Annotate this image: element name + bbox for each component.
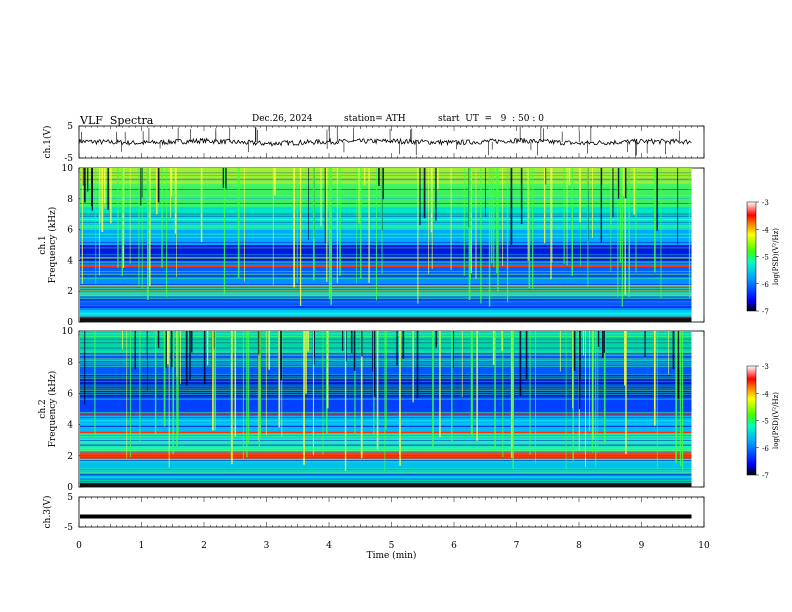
colorbar-tick-label: -4 — [762, 226, 769, 234]
ch2-spectrogram-ylabel-line: Frequency (kHz) — [47, 371, 58, 448]
ch2-spectrogram-ytick-label: 8 — [67, 358, 73, 368]
ch3-voltage-xtick-label: 1 — [139, 541, 145, 551]
ch2-spectrogram-heatmap — [80, 331, 704, 487]
ch1-voltage-ytick-label: -5 — [64, 154, 73, 164]
ch1-spectrogram-empty-tail — [691, 168, 704, 322]
ch1-spectrogram-band — [80, 285, 692, 296]
ch3-voltage-xtick-label: 9 — [639, 541, 645, 551]
colorbar-tick-label: -4 — [762, 390, 769, 398]
ch2-spectrogram-ytick-label: 2 — [67, 452, 73, 462]
colorbar-tick-label: -7 — [762, 308, 769, 316]
ch1-spectrogram-baseline-band — [80, 318, 692, 322]
colorbar-2-gradient — [746, 365, 757, 476]
ch2-spectrogram-ytick-label: 6 — [67, 389, 73, 399]
ch2-spectrogram-ylabel-line: ch.2 — [38, 399, 48, 418]
header-date: Dec.26, 2024 — [252, 114, 313, 124]
colorbar-1-label: log(PSD)(V²/Hz) — [772, 228, 780, 285]
ch2-spectrogram-ytick-label: 10 — [62, 327, 74, 337]
header-station: station= ATH — [344, 114, 406, 124]
ch3-voltage-xtick-label: 8 — [576, 541, 582, 551]
ch3-voltage-xtick-label: 0 — [76, 541, 82, 551]
panel-ch1-voltage: ch.1(V) 5 -5 — [42, 122, 705, 164]
ch1-spectrogram-ytick-label: 0 — [67, 318, 73, 328]
ch3-voltage-ytick-label: -5 — [64, 523, 73, 533]
ch1-spectrogram-ytick-label: 6 — [67, 226, 73, 236]
ch1-spectrogram-band — [80, 275, 692, 286]
ch2-spectrogram-baseline-band — [80, 483, 692, 487]
ch3-voltage-ytick-label: 5 — [67, 493, 73, 503]
ch3-voltage-xtick-label: 6 — [451, 541, 457, 551]
ch2-spectrogram-ytick-label: 4 — [67, 421, 73, 431]
header-start-ut: start UT = 9 : 50 : 0 — [438, 114, 544, 124]
x-axis-label: Time (min) — [367, 550, 417, 561]
ch2-spectrogram-empty-tail — [691, 331, 704, 487]
panel-ch3-voltage: ch.3(V) 5 -50 1 2 3 4 5 6 7 8 9 10 Time (min) — [42, 493, 710, 561]
ch1-spectrogram-band — [80, 245, 692, 261]
ch3-voltage-ylabel-line: ch.3(V) — [42, 496, 53, 529]
ch1-spectrogram-band — [80, 295, 692, 310]
colorbar-2-label: log(PSD)(V²/Hz) — [772, 392, 780, 449]
ch1-spectrogram-ylabel-line: Frequency (kHz) — [47, 207, 58, 284]
header-title: VLF Spectra — [80, 114, 154, 127]
ch1-spectrogram-band — [80, 168, 692, 184]
panel-ch1-spectrogram: ch.1Frequency (kHz) 0 2 4 6 8 10 — [38, 164, 705, 328]
ch3-voltage-ylabel: ch.3(V) — [42, 496, 53, 529]
ch3-voltage-xtick-label: 3 — [264, 541, 270, 551]
ch1-spectrogram-ytick-label: 4 — [67, 256, 73, 266]
ch1-spectrogram-ytick-label: 10 — [62, 164, 74, 174]
ch1-voltage-ytick-label: 5 — [67, 122, 73, 132]
ch3-voltage-xtick-label: 4 — [326, 541, 332, 551]
ch1-voltage-ylabel: ch.1(V) — [42, 126, 53, 159]
colorbar-1: -3 -4 -5 -6 -7 log(PSD)(V²/Hz) — [746, 199, 780, 316]
ch3-voltage-xtick-label: 10 — [698, 541, 710, 551]
panel-ch2-spectrogram: ch.2Frequency (kHz) 0 2 4 6 8 10 — [38, 327, 705, 493]
ch2-spectrogram-ylabel: ch.2Frequency (kHz) — [38, 371, 58, 448]
colorbar-tick-label: -5 — [762, 254, 769, 262]
ch1-voltage-trace — [78, 137, 692, 147]
ch1-spectrogram-ytick-label: 8 — [67, 195, 73, 205]
colorbar-tick-label: -3 — [762, 363, 769, 371]
colorbar-tick-label: -6 — [762, 281, 769, 289]
colorbar-tick-label: -6 — [762, 445, 769, 453]
colorbar-tick-label: -5 — [762, 418, 769, 426]
ch1-spectrogram-ytick-label: 2 — [67, 287, 73, 297]
ch1-spectrogram-ylabel-line: ch.1 — [38, 235, 48, 254]
colorbar-1-gradient — [746, 201, 757, 312]
ch3-voltage-xtick-label: 2 — [201, 541, 207, 551]
ch1-spectrogram-heatmap — [80, 168, 704, 322]
colorbar-tick-label: -7 — [762, 472, 769, 480]
ch1-voltage-ylabel-line: ch.1(V) — [42, 126, 53, 159]
ch3-voltage-xtick-label: 5 — [389, 541, 395, 551]
colorbar-2: -3 -4 -5 -6 -7 log(PSD)(V²/Hz) — [746, 363, 780, 480]
ch1-spectrogram-ylabel: ch.1Frequency (kHz) — [38, 207, 58, 284]
ch3-voltage-xtick-label: 7 — [514, 541, 520, 551]
ch1-spectrogram-band — [80, 206, 692, 230]
colorbar-tick-label: -3 — [762, 199, 769, 207]
ch2-spectrogram-ytick-label: 0 — [67, 483, 73, 493]
